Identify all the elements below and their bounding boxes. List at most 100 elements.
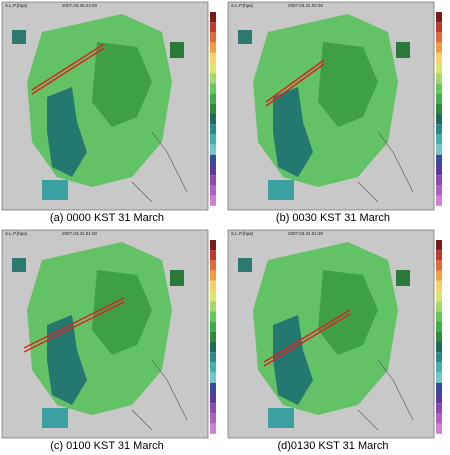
colorbar-segment: [436, 403, 442, 414]
map-panel: S.L.P.(hpa) 2007.03.31.01:30: [227, 229, 442, 439]
station-box: [268, 408, 294, 428]
coastline: [357, 359, 414, 431]
colorbar-segment: [436, 185, 442, 196]
colorbar-segment: [436, 154, 442, 165]
colorbar-segment: [210, 195, 216, 206]
colorbar-segment: [210, 413, 216, 424]
low-pressure: [273, 315, 313, 405]
colorbar-segment: [436, 280, 442, 291]
colorbar-segment: [436, 352, 442, 363]
colorbar-segment: [210, 342, 216, 353]
colorbar-segment: [210, 12, 216, 23]
colorbar-segment: [436, 52, 442, 63]
station-box: [238, 258, 252, 272]
colorbar-segment: [210, 362, 216, 373]
colorbar-segment: [210, 83, 216, 94]
station-box: [12, 30, 26, 44]
pressure-core: [92, 270, 152, 355]
colorbar-segment: [210, 403, 216, 414]
colorbar-segment: [210, 22, 216, 33]
cross-section-line: [265, 59, 325, 103]
time-label: 2007.03.31.00:30: [288, 3, 324, 8]
station-box: [170, 270, 184, 286]
colorbar-segment: [436, 165, 442, 176]
colorbar-segment: [436, 144, 442, 155]
colorbar-segment: [210, 134, 216, 145]
colorbar-segment: [210, 321, 216, 332]
colorbar-segment: [436, 250, 442, 261]
panel-caption: (b) 0030 KST 31 March: [276, 212, 390, 224]
station-box: [42, 408, 68, 428]
colorbar-segment: [436, 103, 442, 114]
colorbar-segment: [436, 175, 442, 186]
colorbar-segment: [210, 175, 216, 186]
colorbar-segment: [210, 185, 216, 196]
map-panel: S.L.P.(hpa) 2007.03.31.00:30: [227, 1, 442, 211]
panel-caption: (d)0130 KST 31 March: [277, 440, 388, 452]
colorbar-segment: [210, 280, 216, 291]
station-box: [12, 258, 26, 272]
pressure-core: [318, 42, 378, 127]
colorbar-segment: [436, 321, 442, 332]
colorbar-segment: [436, 12, 442, 23]
colorbar-segment: [436, 413, 442, 424]
colorbar-segment: [436, 372, 442, 383]
colorbar-segment: [436, 301, 442, 312]
colorbar-segment: [436, 423, 442, 434]
colorbar-segment: [436, 93, 442, 104]
colorbar-segment: [210, 311, 216, 322]
colorbar-segment: [436, 22, 442, 33]
time-label: 2007.03.31.01:00: [62, 231, 98, 236]
colorbar-segment: [436, 32, 442, 43]
colorbar-segment: [436, 270, 442, 281]
coastline: [131, 131, 188, 203]
variable-label: S.L.P.(hpa): [231, 3, 254, 8]
station-box: [170, 42, 184, 58]
colorbar-segment: [436, 382, 442, 393]
colorbar-segment: [210, 423, 216, 434]
colorbar-segment: [436, 83, 442, 94]
colorbar-segment: [210, 331, 216, 342]
colorbar-segment: [210, 52, 216, 63]
time-label: 2007.03.30.24:00: [62, 3, 98, 8]
colorbar-segment: [436, 63, 442, 74]
variable-label: S.L.P.(hpa): [5, 3, 28, 8]
colorbar-segment: [210, 382, 216, 393]
colorbar-segment: [210, 114, 216, 125]
station-box: [396, 42, 410, 58]
station-box: [268, 180, 294, 200]
colorbar-segment: [210, 250, 216, 261]
station-box: [396, 270, 410, 286]
colorbar-segment: [436, 331, 442, 342]
colorbar-segment: [436, 73, 442, 84]
colorbar-segment: [436, 124, 442, 135]
time-label: 2007.03.31.01:30: [288, 231, 324, 236]
cross-section-line: [23, 301, 125, 353]
panel-caption: (a) 0000 KST 31 March: [50, 212, 164, 224]
colorbar-segment: [210, 32, 216, 43]
colorbar-segment: [210, 73, 216, 84]
colorbar-segment: [436, 291, 442, 302]
colorbar-segment: [436, 42, 442, 53]
colorbar-segment: [436, 195, 442, 206]
panel-caption: (c) 0100 KST 31 March: [50, 440, 164, 452]
colorbar-segment: [436, 260, 442, 271]
station-box: [238, 30, 252, 44]
colorbar-segment: [436, 311, 442, 322]
colorbar-segment: [210, 154, 216, 165]
colorbar-segment: [436, 393, 442, 404]
cross-section-line: [23, 297, 125, 349]
colorbar-segment: [210, 144, 216, 155]
cross-section-line: [31, 47, 105, 95]
colorbar-segment: [210, 240, 216, 251]
colorbar-segment: [210, 42, 216, 53]
colorbar-segment: [210, 93, 216, 104]
colorbar-segment: [210, 63, 216, 74]
variable-label: S.L.P.(hpa): [5, 231, 28, 236]
colorbar-segment: [210, 393, 216, 404]
colorbar-segment: [436, 362, 442, 373]
coastline: [131, 359, 188, 431]
colorbar-segment: [210, 352, 216, 363]
